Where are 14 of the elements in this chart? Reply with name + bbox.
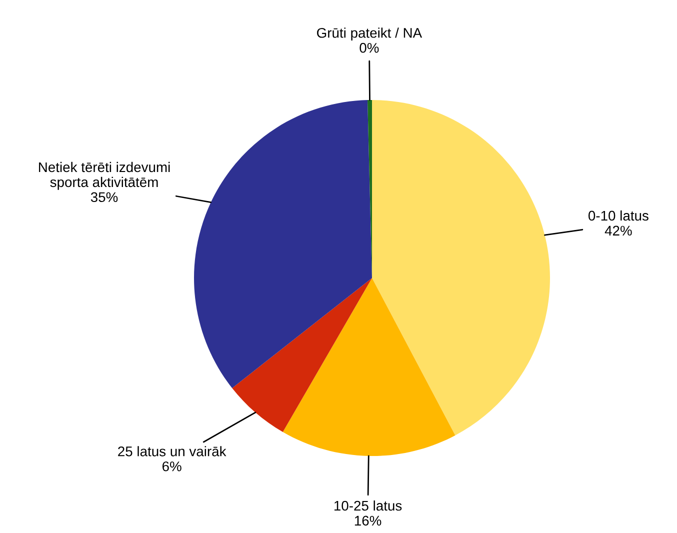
data-label: 16% [354, 516, 382, 526]
pie-slice [232, 278, 372, 432]
slice-label: Netiek tērēti izdevumi sporta aktivitātēm [39, 162, 170, 190]
pie-slice [194, 100, 372, 388]
data-label: 6% [162, 461, 182, 472]
data-label: 35% [90, 192, 118, 202]
data-label: 0% [360, 42, 379, 53]
slice-label: 0-10 latus [588, 210, 648, 221]
pie-slice [282, 278, 456, 456]
slice-label: Grūti pateikt / NA [317, 28, 422, 41]
data-label: 42% [604, 226, 632, 236]
pie-slice [372, 100, 550, 436]
slice-label: 10-25 latus [334, 500, 402, 511]
slice-label: 25 latus un vairāk [118, 446, 226, 456]
